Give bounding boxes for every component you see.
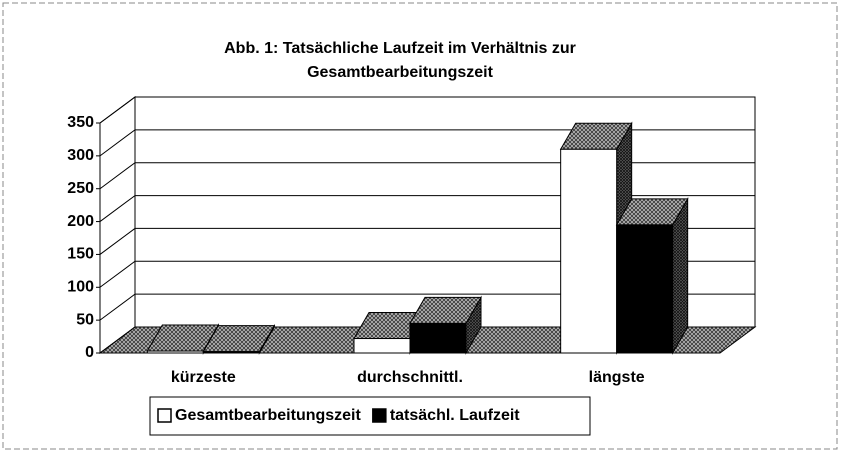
- x-tick-label: durchschnittl.: [357, 369, 463, 386]
- legend-swatch: [157, 408, 172, 423]
- bar: [560, 148, 618, 354]
- grid-line: [99, 162, 755, 190]
- bar: [616, 224, 674, 354]
- chart-title: Gesamtbearbeitungszeit: [307, 64, 494, 81]
- x-tick-label: längste: [589, 369, 645, 386]
- bar: [409, 322, 467, 354]
- side-wall: [99, 96, 136, 354]
- bar: [353, 338, 411, 354]
- grid-line: [99, 195, 755, 222]
- grid-line: [99, 227, 755, 255]
- grid-line: [99, 293, 755, 321]
- y-tick-label: 0: [85, 344, 94, 361]
- y-tick-label: 100: [67, 279, 94, 296]
- y-tick-label: 350: [67, 114, 94, 131]
- legend-swatch: [372, 408, 387, 423]
- y-tick-label: 50: [76, 311, 94, 328]
- grid-line: [99, 129, 755, 157]
- chart-title: Abb. 1: Tatsächliche Laufzeit im Verhält…: [224, 40, 576, 57]
- y-tick-label: 200: [67, 213, 94, 230]
- y-tick-label: 250: [67, 180, 94, 197]
- y-tick-label: 150: [67, 246, 94, 263]
- y-tick-label: 300: [67, 147, 94, 164]
- legend: [149, 396, 591, 436]
- grid-line: [99, 96, 755, 124]
- legend-label: Gesamtbearbeitungszeit: [175, 407, 362, 424]
- bar-side: [672, 196, 689, 355]
- legend-label: tatsächl. Laufzeit: [390, 407, 520, 424]
- grid-line: [99, 326, 755, 354]
- x-tick-label: kürzeste: [171, 369, 236, 386]
- bar: [202, 351, 260, 354]
- grid-line: [99, 260, 755, 288]
- bar: [146, 350, 204, 354]
